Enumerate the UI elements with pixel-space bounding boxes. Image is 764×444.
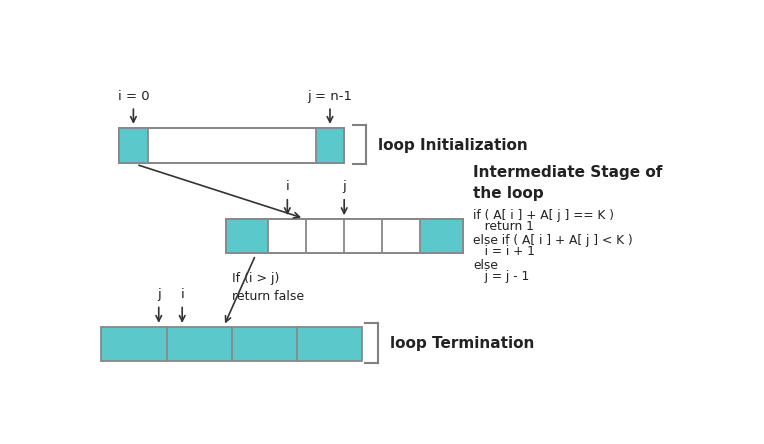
- Text: return 1: return 1: [473, 220, 534, 233]
- Text: loop Termination: loop Termination: [390, 337, 534, 351]
- Text: else: else: [473, 259, 498, 273]
- Bar: [102, 327, 362, 361]
- Text: i = i + 1: i = i + 1: [473, 245, 535, 258]
- Text: j = j - 1: j = j - 1: [473, 270, 529, 283]
- Bar: [316, 128, 345, 163]
- Text: Intermediate Stage of
the loop: Intermediate Stage of the loop: [473, 165, 662, 201]
- Bar: [226, 219, 463, 253]
- Bar: [226, 219, 268, 253]
- Text: if ( A[ i ] + A[ j ] == K ): if ( A[ i ] + A[ j ] == K ): [473, 209, 614, 222]
- Text: j = n-1: j = n-1: [307, 90, 352, 103]
- Bar: [119, 128, 147, 163]
- Bar: [119, 128, 345, 163]
- Text: If (i > j)
return false: If (i > j) return false: [231, 272, 304, 303]
- Bar: [119, 128, 345, 163]
- Bar: [226, 219, 463, 253]
- Bar: [420, 219, 463, 253]
- Text: j: j: [157, 288, 160, 301]
- Text: j: j: [342, 180, 346, 194]
- Text: loop Initialization: loop Initialization: [378, 138, 528, 153]
- Text: i: i: [180, 288, 184, 301]
- Text: else if ( A[ i ] + A[ j ] < K ): else if ( A[ i ] + A[ j ] < K ): [473, 234, 633, 247]
- Text: i: i: [286, 180, 290, 194]
- Text: i = 0: i = 0: [118, 90, 149, 103]
